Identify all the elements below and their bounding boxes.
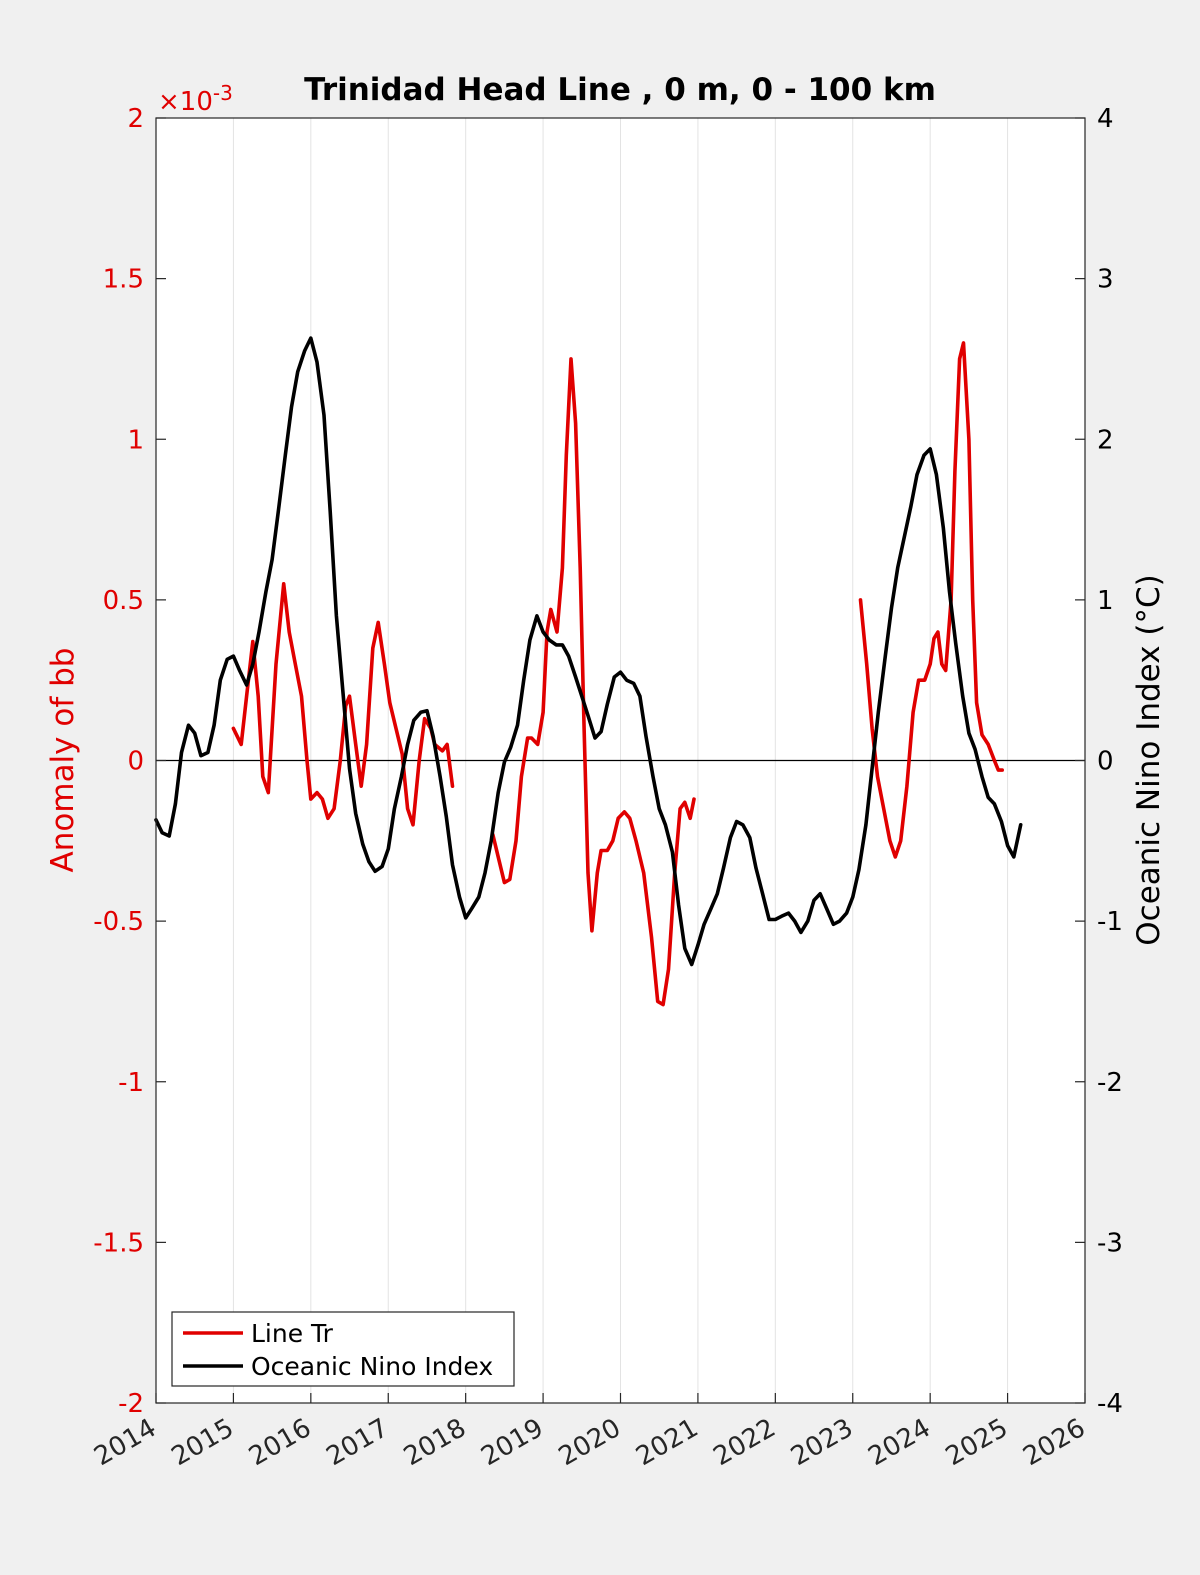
left-tick-label: 1.5 [103, 265, 144, 295]
right-tick-label: 0 [1097, 747, 1114, 777]
x-tick-label: 2026 [1018, 1413, 1090, 1472]
legend-label-oni: Oceanic Nino Index [251, 1352, 493, 1381]
right-tick-label: 3 [1097, 265, 1114, 295]
right-tick-label: -2 [1097, 1068, 1123, 1098]
x-tick-label: 2023 [786, 1413, 858, 1472]
series-line-line-tr [858, 341, 1004, 859]
x-tick-label: 2015 [167, 1413, 239, 1472]
legend-box [171, 1311, 515, 1387]
x-tick-label: 2025 [941, 1413, 1013, 1472]
x-axis: 2014 2015 2016 2017 2018 2019 2020 2021 2022 2023… [89, 1393, 1091, 1472]
left-tick-label: 0.5 [103, 586, 144, 616]
right-tick-label: 1 [1097, 586, 1114, 616]
left-axis-exponent: ×10-3 [158, 81, 233, 117]
left-tick-label: -1 [118, 1068, 144, 1098]
x-tick-label: 2016 [244, 1413, 316, 1472]
right-tick-label: -3 [1097, 1228, 1123, 1258]
series-line-oceanic-nino-index [154, 336, 1023, 967]
left-tick-label: 2 [127, 104, 144, 134]
series-line-line-tr [491, 357, 696, 1007]
legend-label-line-tr: Line Tr [251, 1319, 334, 1348]
left-axis: 2 1.5 1 0.5 0 -0.5 -1 -1.5 -2 [93, 104, 166, 1419]
series-layer [154, 336, 1023, 1007]
x-tick-label: 2022 [709, 1413, 781, 1472]
left-axis-title: Anomaly of bb [45, 648, 81, 873]
x-tick-label: 2024 [863, 1413, 935, 1472]
right-tick-label: 2 [1097, 425, 1114, 455]
left-tick-label: 0 [127, 747, 144, 777]
x-tick-label: 2014 [89, 1413, 161, 1472]
left-tick-label: -1.5 [93, 1228, 144, 1258]
right-tick-label: -1 [1097, 907, 1123, 937]
legend: Line Tr Oceanic Nino Index [171, 1311, 515, 1387]
x-tick-label: 2018 [399, 1413, 471, 1472]
x-tick-label: 2017 [321, 1413, 393, 1472]
chart-title: Trinidad Head Line , 0 m, 0 - 100 km [304, 72, 936, 108]
right-tick-label: 4 [1097, 104, 1114, 134]
x-tick-label: 2019 [476, 1413, 548, 1472]
x-tick-label: 2021 [631, 1413, 703, 1472]
right-tick-label: -4 [1097, 1389, 1123, 1419]
left-tick-label: 1 [127, 425, 144, 455]
right-axis: 4 3 2 1 0 -1 -2 -3 -4 [1075, 104, 1123, 1419]
x-tick-label: 2020 [554, 1413, 626, 1472]
right-axis-title: Oceanic Nino Index (°C) [1131, 574, 1167, 945]
left-tick-label: -0.5 [93, 907, 144, 937]
left-tick-label: -2 [118, 1389, 144, 1419]
